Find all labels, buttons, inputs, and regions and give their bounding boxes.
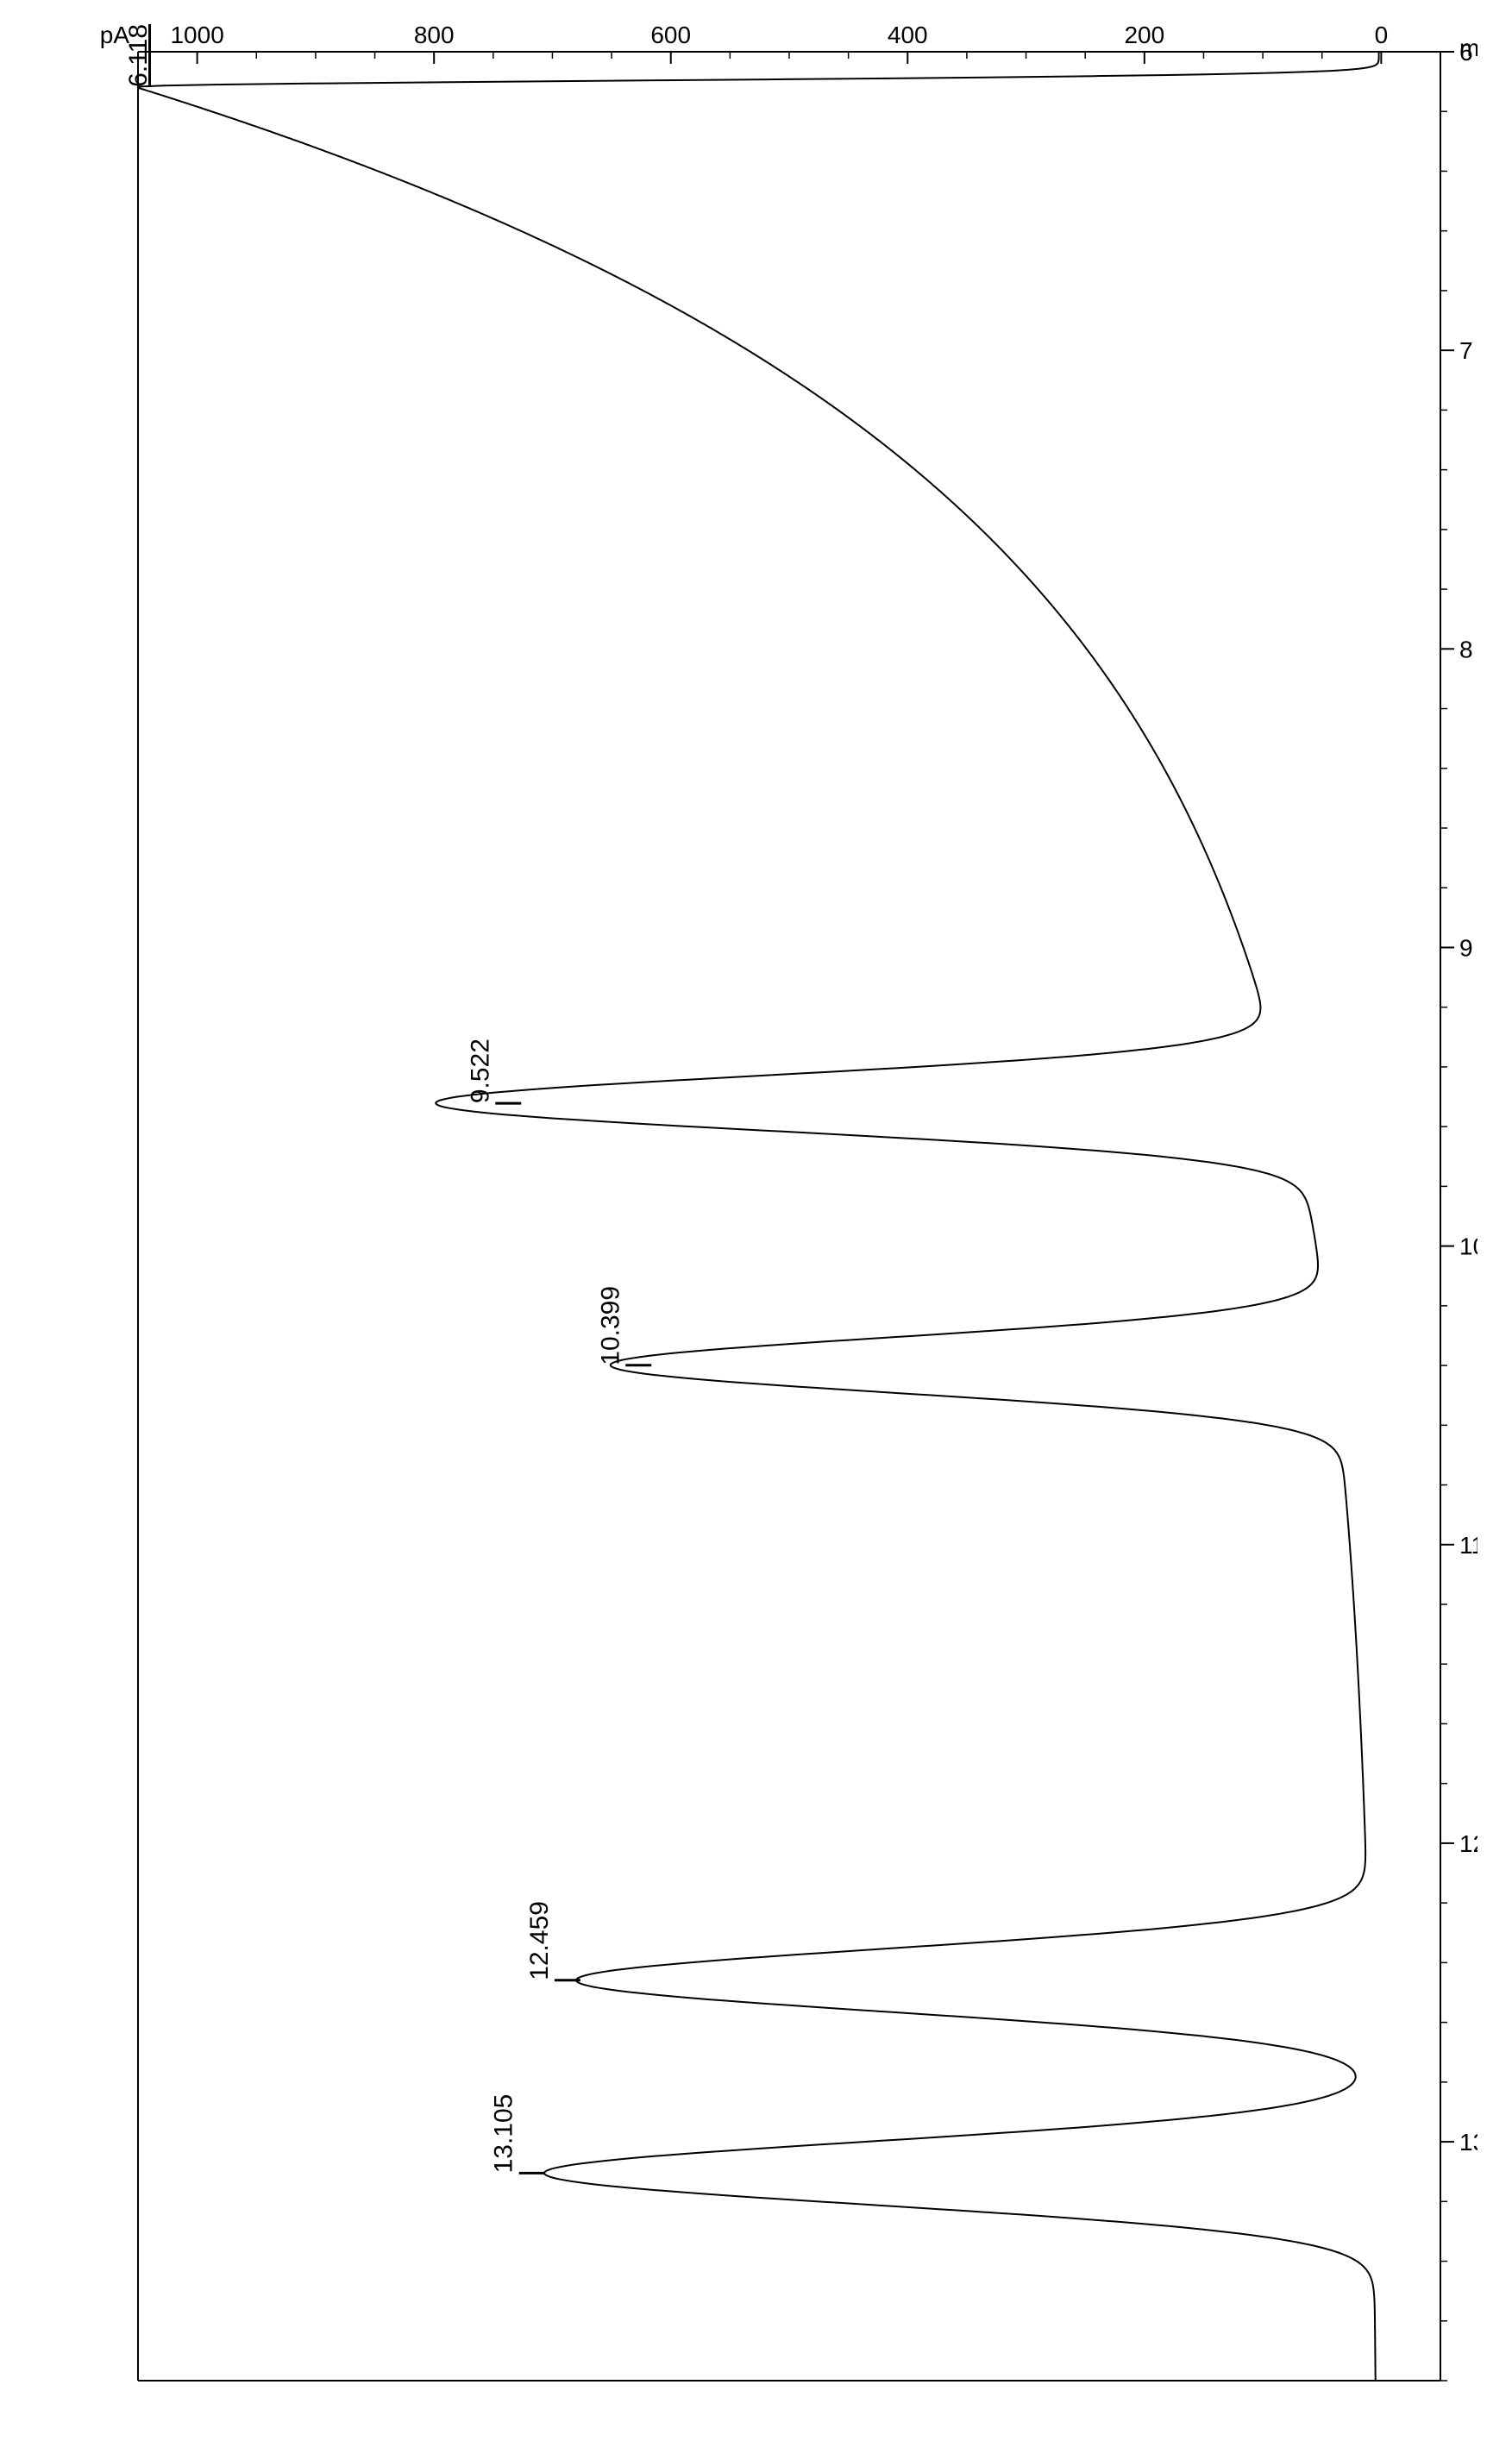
x-tick-label: 9 [1459,934,1473,961]
y-tick-label: 800 [414,22,455,48]
y-tick-label: 200 [1124,22,1164,48]
x-tick-label: 11 [1459,1532,1477,1559]
svg-text:13.105: 13.105 [490,2094,518,2174]
peak-label: 9.522 [466,1039,494,1103]
y-tick-label: 600 [650,22,691,48]
plot-svg: 02004006008001000pA678910111213min6.1189… [35,17,1477,2432]
svg-text:6.118: 6.118 [124,24,153,87]
svg-text:12.459: 12.459 [525,1901,554,1980]
svg-text:9.522: 9.522 [466,1039,494,1103]
peak-label: 6.118 [124,24,153,87]
peak-label: 13.105 [490,2094,518,2174]
y-tick-label: 1000 [170,22,223,48]
peak-label: 12.459 [525,1901,554,1980]
x-tick-label: 8 [1459,636,1473,662]
x-tick-label: 10 [1459,1233,1477,1260]
x-tick-label: 7 [1459,337,1473,364]
x-tick-label: 13 [1459,2129,1477,2156]
chromatogram-trace [138,52,1379,2381]
y-tick-label: 0 [1375,22,1389,48]
peak-label: 10.399 [596,1286,624,1365]
x-tick-label: 12 [1459,1830,1477,1857]
x-axis-label: min [1459,35,1477,61]
y-tick-label: 400 [888,22,928,48]
svg-text:10.399: 10.399 [596,1286,624,1365]
chromatogram-plot: 02004006008001000pA678910111213min6.1189… [35,17,1477,2432]
